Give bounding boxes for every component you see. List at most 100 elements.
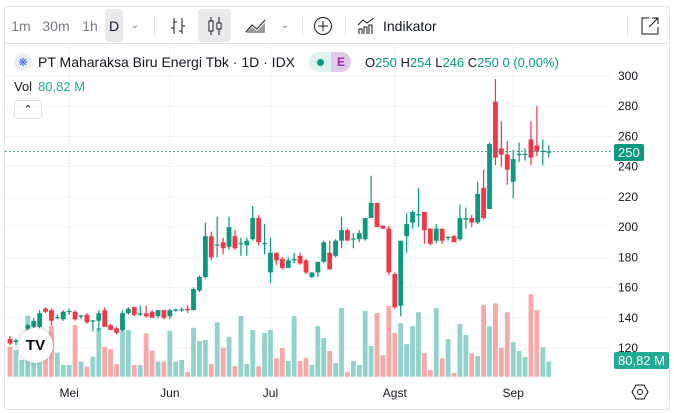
area-chart-icon[interactable] (241, 9, 271, 42)
indicators-button[interactable]: Indikator (357, 9, 455, 42)
volume-bar (202, 340, 208, 377)
compare-plus-icon[interactable] (308, 9, 338, 42)
price-tick-label: 120 (618, 341, 638, 355)
candle (60, 310, 66, 321)
candle-body (510, 159, 516, 182)
volume-bar (126, 330, 131, 377)
candle-body (285, 260, 291, 268)
candle (131, 307, 137, 317)
candle (214, 216, 220, 258)
volume-badge: 80,82 M (614, 352, 669, 369)
volume-bar (262, 332, 267, 377)
candle (155, 310, 161, 318)
time-tick-label: Jun (160, 386, 179, 400)
candle-body (161, 310, 167, 318)
volume-bar (274, 358, 279, 377)
high-value: 254 (409, 54, 432, 70)
candle (149, 310, 155, 318)
candle (43, 307, 48, 314)
candles-icon[interactable] (198, 9, 231, 42)
interval-d[interactable]: D (105, 9, 123, 42)
interval-30m[interactable]: 30m (42, 17, 70, 34)
symbol-logo-icon: ❋ (14, 53, 32, 71)
candle-body (333, 240, 338, 256)
candle-body (279, 258, 285, 268)
volume-bar (90, 356, 96, 377)
volume-bar (72, 325, 78, 377)
volume-label: Vol (14, 79, 33, 94)
candle (493, 79, 498, 166)
volume-bar (220, 347, 226, 377)
candle (445, 236, 451, 241)
chart-type-chevron-down-icon[interactable]: ⌄ (280, 20, 290, 31)
settings-gear-icon[interactable] (630, 382, 650, 402)
candle (256, 215, 262, 246)
candle-body (327, 252, 333, 270)
candle (315, 261, 321, 277)
candle-body (463, 218, 469, 220)
volume-bar (167, 330, 173, 377)
high-label: H (400, 54, 410, 70)
candle (114, 326, 119, 335)
candle (339, 216, 344, 249)
volume-bar (457, 324, 463, 377)
interval-chevron-down-icon[interactable]: ⌄ (130, 20, 140, 31)
candle-body (540, 150, 546, 152)
volume-bar (439, 358, 445, 377)
candle-body (238, 242, 244, 245)
candle-body (534, 145, 540, 152)
volume-bar (493, 303, 498, 377)
volume-bar (481, 305, 486, 377)
candle-body (31, 320, 37, 327)
candle-body (149, 311, 155, 318)
candle (356, 230, 362, 243)
candle (321, 240, 327, 264)
price-tick-label: 200 (618, 220, 638, 234)
candle-body (362, 218, 368, 240)
low-label: L (435, 54, 443, 70)
volume-bar (279, 348, 285, 377)
candle (303, 258, 309, 274)
candle-body (214, 244, 220, 246)
interval-1m[interactable]: 1m (11, 17, 31, 34)
candle-body (90, 320, 96, 322)
volume-bar (510, 342, 516, 377)
volume-bar (350, 361, 356, 377)
volume-bar (238, 316, 244, 377)
candle (250, 205, 256, 241)
volume-bar (504, 312, 510, 377)
candle (197, 275, 202, 293)
symbol-title[interactable]: PT Maharaksa Biru Energi Tbk · 1D · IDX (38, 54, 296, 70)
last-price-badge: 250 (614, 144, 644, 161)
candle-body (37, 313, 42, 327)
candle (487, 142, 492, 209)
candle-body (528, 139, 534, 158)
candle-body (356, 233, 362, 240)
interval-1h[interactable]: 1h (82, 17, 98, 34)
candle-body (197, 276, 202, 291)
market-status-badge[interactable]: E (309, 52, 352, 72)
tradingview-logo[interactable]: TV (18, 328, 53, 363)
volume-bar (392, 332, 398, 377)
bars-icon[interactable] (163, 9, 193, 42)
fullscreen-open-icon[interactable] (635, 9, 665, 42)
candle (504, 140, 510, 185)
collapse-legend-chevron-up-icon[interactable]: ⌃ (14, 100, 42, 119)
candle-body (398, 240, 404, 306)
candle-body (126, 308, 131, 314)
candle-body (25, 325, 31, 329)
volume-bar (161, 361, 167, 377)
candle (386, 225, 392, 276)
candle-body (250, 218, 256, 240)
candle (481, 169, 486, 220)
volume-bar (469, 353, 475, 377)
candle-body (191, 289, 196, 311)
candle-body (66, 310, 72, 313)
volume-bar (226, 336, 232, 377)
candle (232, 230, 238, 250)
candle-body (114, 328, 119, 333)
price-tick-label: 140 (618, 311, 638, 325)
volume-bar (463, 335, 469, 377)
candle (297, 252, 303, 265)
